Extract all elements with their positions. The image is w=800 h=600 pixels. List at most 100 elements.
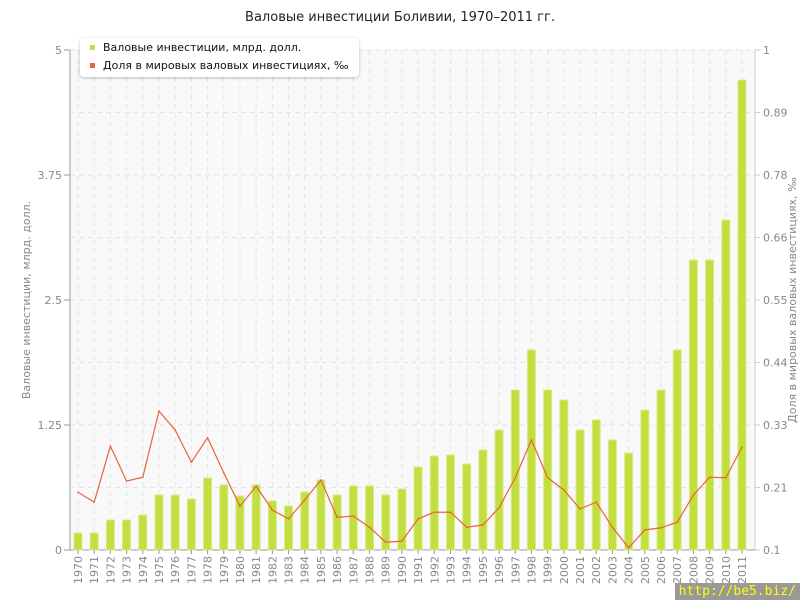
share-point [255, 485, 257, 487]
bar [365, 485, 375, 551]
share-point [498, 506, 500, 509]
x-tick-label: 1982 [266, 556, 279, 584]
bar [235, 495, 245, 551]
share-point [708, 476, 711, 479]
y2-tick-label: 0.55 [763, 294, 788, 307]
legend-item-share[interactable]: Доля в мировых валовых инвестициях, ‰ [90, 56, 349, 74]
share-point [627, 546, 630, 549]
share-point [320, 479, 322, 481]
x-tick-label: 1970 [72, 556, 85, 584]
share-point [190, 461, 193, 464]
x-tick-label: 1974 [137, 556, 150, 584]
x-tick-label: 2000 [558, 556, 571, 584]
share-point [433, 511, 436, 514]
bar [640, 409, 650, 551]
share-point [271, 509, 274, 511]
share-point [239, 505, 241, 507]
y2-tick-label: 0.1 [763, 544, 781, 557]
y-tick-label: 2.5 [45, 294, 63, 307]
bar [591, 419, 601, 551]
x-tick-label: 2003 [606, 556, 619, 584]
x-tick-label: 1988 [364, 556, 377, 584]
bar [186, 498, 196, 551]
bar [154, 494, 164, 551]
x-tick-label: 1990 [396, 556, 409, 584]
share-point [417, 518, 419, 520]
share-point [546, 476, 549, 479]
bar [526, 349, 536, 551]
x-tick-label: 1995 [477, 556, 490, 584]
x-tick-label: 2007 [671, 556, 684, 584]
share-point [141, 476, 144, 479]
chart-title: Валовые инвестиции Боливии, 1970–2011 гг… [245, 10, 555, 25]
share-point [158, 410, 160, 412]
bar [203, 477, 213, 551]
x-tick-label: 1983 [283, 556, 296, 584]
x-tick-label: 2009 [704, 556, 717, 584]
x-tick-label: 1989 [380, 556, 393, 584]
share-point [77, 491, 79, 494]
bar [138, 514, 148, 551]
y2-tick-label: 0.66 [763, 232, 788, 245]
share-point [125, 480, 128, 482]
share-point [579, 508, 581, 510]
x-tick-label: 1973 [121, 556, 134, 584]
y2-tick-label: 0.44 [763, 357, 788, 370]
x-tick-label: 1981 [250, 556, 263, 584]
bar [478, 449, 488, 551]
share-point [93, 501, 95, 504]
x-tick-label: 2006 [655, 556, 668, 584]
x-tick-label: 1987 [347, 556, 360, 584]
x-tick-label: 2004 [623, 556, 636, 584]
bar [721, 219, 731, 551]
y2-tick-label: 0.33 [763, 419, 788, 432]
x-tick-label: 1993 [444, 556, 457, 584]
y-tick-label: 3.75 [38, 169, 63, 182]
share-point [449, 511, 452, 514]
share-point [676, 521, 679, 524]
share-point [514, 476, 517, 479]
share-point [368, 526, 371, 529]
share-point [741, 446, 743, 449]
x-tick-label: 2001 [574, 556, 587, 584]
y-tick-label: 5 [55, 44, 62, 57]
x-tick-label: 1999 [542, 556, 555, 584]
x-tick-label: 1991 [412, 556, 425, 584]
bar [462, 463, 472, 551]
bar [656, 389, 666, 551]
share-point [644, 529, 646, 531]
share-point [303, 499, 306, 501]
share-point [465, 526, 468, 529]
share-line [77, 409, 743, 549]
bar [575, 429, 585, 551]
bar [624, 452, 634, 551]
x-tick-label: 1997 [509, 556, 522, 584]
x-tick-label: 1971 [88, 556, 101, 584]
x-tick-label: 1984 [299, 556, 312, 584]
x-tick-label: 1972 [104, 556, 117, 584]
x-tick-label: 1976 [169, 556, 182, 584]
x-tick-label: 2011 [736, 556, 749, 584]
y-tick-label: 1.25 [38, 419, 63, 432]
bar [737, 79, 747, 551]
share-point [206, 436, 209, 439]
bar [284, 505, 294, 551]
x-tick-label: 1986 [331, 556, 344, 584]
bar [170, 494, 180, 551]
bar [429, 455, 439, 551]
share-point [287, 518, 290, 520]
share-point [530, 439, 533, 441]
x-tick-label: 1979 [218, 556, 231, 584]
share-point [660, 526, 662, 529]
x-tick-label: 1975 [153, 556, 166, 584]
share-point [352, 515, 355, 517]
y2-tick-label: 1 [763, 44, 770, 57]
y2-tick-label: 0.89 [763, 107, 788, 120]
legend-item-investment[interactable]: Валовые инвестиции, млрд. долл. [90, 38, 349, 56]
x-tick-label: 1978 [202, 556, 215, 584]
x-tick-label: 1992 [428, 556, 441, 584]
y2-tick-label: 0.21 [763, 482, 788, 495]
y2-axis-label: Доля в мировых валовых инвестициях, ‰ [786, 177, 799, 423]
share-point [384, 541, 387, 544]
watermark: http://be5.biz/ [674, 583, 800, 600]
